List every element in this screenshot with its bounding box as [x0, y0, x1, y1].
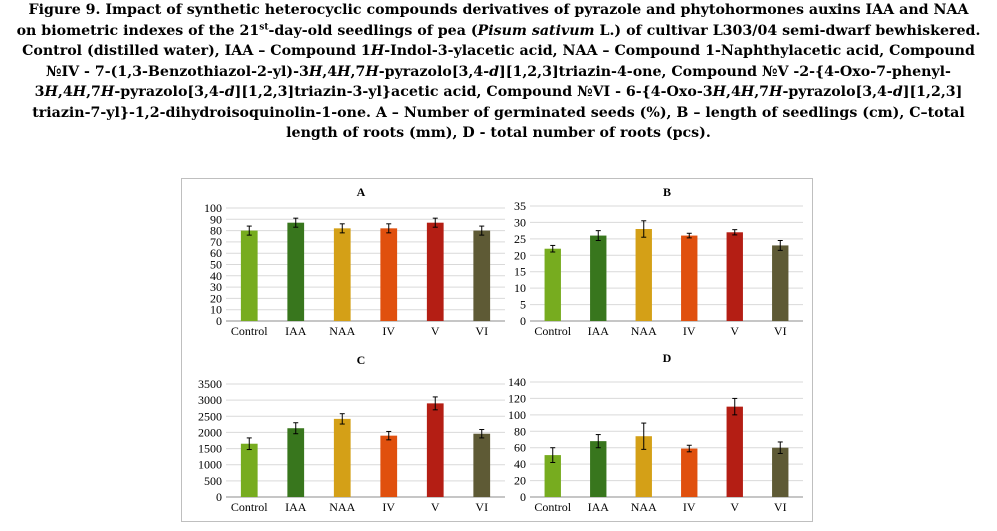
chart-b-title: B	[663, 185, 671, 199]
chart-b-xtick-label: NAA	[631, 324, 657, 338]
chart-a-xtick-label: IV	[382, 324, 395, 338]
chart-d-xtick-label: V	[730, 500, 739, 514]
chart-c-xtick-label: VI	[475, 500, 488, 514]
chart-a-ytick-label: 90	[210, 212, 222, 226]
chart-c-xtick-label: IAA	[285, 500, 307, 514]
chart-c-ytick-label: 500	[204, 474, 222, 488]
figure-caption: Figure 9. Impact of synthetic heterocycl…	[0, 0, 997, 144]
chart-b-ytick-label: 5	[520, 298, 526, 312]
chart-d-xtick-label: VI	[774, 500, 787, 514]
chart-a-bar	[473, 230, 491, 321]
chart-b-ytick-label: 25	[514, 232, 526, 246]
chart-c-ytick-label: 3000	[198, 393, 222, 407]
chart-a-xtick-label: Control	[231, 324, 268, 338]
chart-c-bar	[240, 443, 258, 497]
chart-a-ytick-label: 40	[210, 269, 222, 283]
chart-b-bar	[544, 248, 561, 321]
chart-b-ytick-label: 30	[514, 215, 526, 229]
chart-b-ytick-label: 35	[514, 199, 526, 213]
chart-b-bar	[726, 232, 743, 321]
chart-a-xtick-label: V	[431, 324, 440, 338]
chart-b-bar	[681, 235, 698, 321]
chart-d-bar	[681, 448, 698, 497]
chart-a-ytick-label: 60	[210, 246, 222, 260]
chart-a-xtick-label: IAA	[285, 324, 307, 338]
chart-c-ytick-label: 2500	[198, 409, 222, 423]
chart-a-ytick-label: 70	[210, 235, 222, 249]
caption-line-3: Control (distilled water), IAA – Compoun…	[22, 43, 975, 59]
chart-c-bar	[287, 428, 305, 497]
chart-d-bar	[726, 406, 743, 497]
chart-b-ytick-label: 0	[520, 314, 526, 328]
chart-a-bar	[426, 222, 444, 321]
chart-c-xtick-label: V	[431, 500, 440, 514]
chart-b-bar	[635, 229, 652, 321]
chart-b-ytick-label: 10	[514, 281, 526, 295]
chart-b-ytick-label: 20	[514, 248, 526, 262]
chart-a-xtick-label: VI	[475, 324, 488, 338]
chart-c-xtick-label: Control	[231, 500, 268, 514]
chart-d-xtick-label: Control	[534, 500, 571, 514]
caption-line-1: Figure 9. Impact of synthetic heterocycl…	[28, 2, 969, 18]
chart-d-ytick-label: 60	[514, 441, 526, 455]
chart-a-ytick-label: 100	[204, 201, 222, 215]
chart-a-ytick-label: 0	[216, 314, 222, 328]
caption-line-5: 3H,4H,7H-pyrazolo[3,4-d][1,2,3]triazin-3…	[34, 84, 963, 100]
chart-d-ytick-label: 120	[508, 391, 526, 405]
chart-d-ytick-label: 100	[508, 408, 526, 422]
chart-a-title: A	[357, 185, 366, 199]
chart-d-xtick-label: NAA	[631, 500, 657, 514]
chart-d-bar	[772, 447, 789, 497]
chart-c-ytick-label: 0	[216, 490, 222, 504]
chart-c-title: C	[357, 353, 366, 367]
chart-b-xtick-label: IV	[683, 324, 696, 338]
chart-c-xtick-label: IV	[382, 500, 395, 514]
chart-b-xtick-label: Control	[534, 324, 571, 338]
chart-a-ytick-label: 30	[210, 280, 222, 294]
caption-line-4: №IV - 7-(1,3-Benzothiazol-2-yl)-3H,4H,7H…	[46, 63, 951, 80]
chart-d-bar	[635, 436, 652, 497]
chart-b-bar	[772, 245, 789, 321]
chart-c-ytick-label: 2000	[198, 425, 222, 439]
chart-a-ytick-label: 20	[210, 291, 222, 305]
chart-b-xtick-label: V	[730, 324, 739, 338]
chart-b-ytick-label: 15	[514, 265, 526, 279]
chart-c-bar	[426, 403, 444, 497]
chart-b-xtick-label: VI	[774, 324, 787, 338]
chart-d-ytick-label: 0	[520, 490, 526, 504]
chart-c-ytick-label: 1000	[198, 458, 222, 472]
chart-d-xtick-label: IV	[683, 500, 696, 514]
chart-a-ytick-label: 80	[210, 224, 222, 238]
chart-d-ytick-label: 140	[508, 375, 526, 389]
chart-c-ytick-label: 3500	[198, 377, 222, 391]
chart-a-bar	[240, 230, 258, 321]
chart-b-xtick-label: IAA	[588, 324, 610, 338]
chart-d-bar	[590, 441, 607, 497]
chart-c-ytick-label: 1500	[198, 442, 222, 456]
chart-d-xtick-label: IAA	[588, 500, 610, 514]
chart-d-ytick-label: 20	[514, 474, 526, 488]
chart-c-bar	[380, 435, 398, 497]
chart-d-ytick-label: 80	[514, 424, 526, 438]
chart-a-ytick-label: 10	[210, 303, 222, 317]
caption-line-2: on biometric indexes of the 21st-day-old…	[16, 21, 981, 39]
chart-d-ytick-label: 40	[514, 457, 526, 471]
chart-c-xtick-label: NAA	[329, 500, 355, 514]
caption-line-7: length of roots (mm), D - total number o…	[286, 125, 711, 141]
chart-c-bar	[333, 418, 351, 497]
chart-d-title: D	[663, 351, 672, 365]
chart-a-ytick-label: 50	[210, 258, 222, 272]
chart-a-xtick-label: NAA	[329, 324, 355, 338]
chart-a-bar	[380, 228, 398, 321]
chart-d-bar	[544, 455, 561, 497]
chart-b-bar	[590, 235, 607, 321]
chart-a-bar	[333, 228, 351, 321]
chart-a-bar	[287, 222, 305, 321]
chart-c-bar	[473, 433, 491, 497]
caption-line-6: triazin-7-yl}-1,2-dihydroisoquinolin-1-o…	[32, 104, 965, 121]
